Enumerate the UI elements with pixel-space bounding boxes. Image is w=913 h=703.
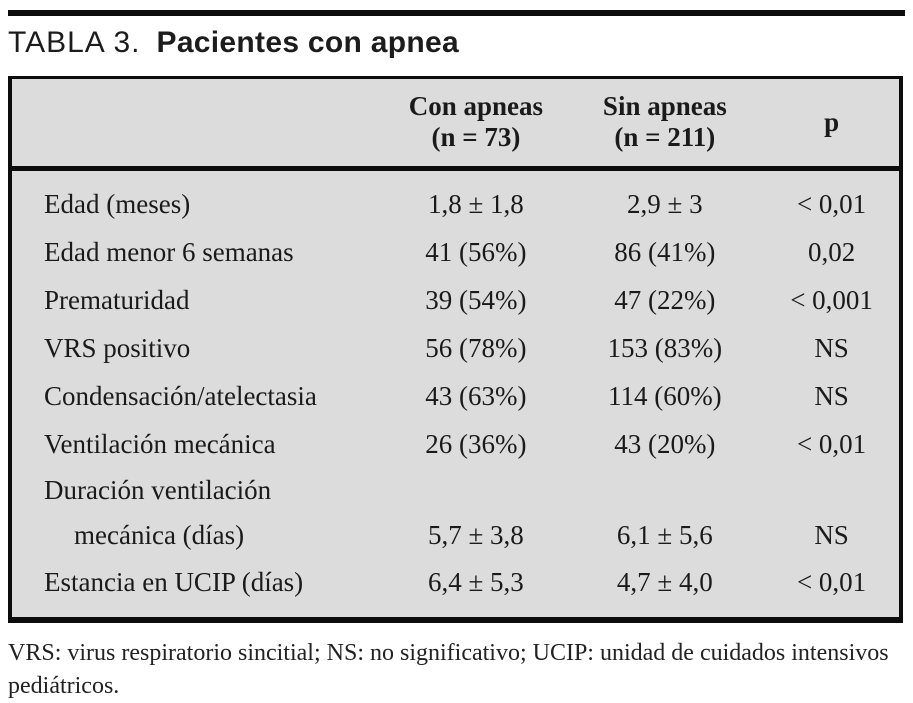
cell-p-value: NS xyxy=(814,332,849,363)
header-sin-apneas-line2: (n = 211) xyxy=(614,122,716,152)
apnea-table: Con apneas (n = 73) Sin apneas (n = 211)… xyxy=(8,76,903,623)
cell-p-value: NS xyxy=(814,380,849,411)
cell-p-value: < 0,001 xyxy=(790,284,873,315)
cell-sin-apneas: 153 (83%) xyxy=(607,332,723,363)
table-row-ventilacion: Ventilación mecánica 26 (36%) 43 (20%) <… xyxy=(12,420,899,468)
header-con-apneas: Con apneas (n = 73) xyxy=(386,91,565,153)
cell-sin-apneas: 43 (20%) xyxy=(614,428,716,459)
cell-con-apneas: 56 (78%) xyxy=(425,332,527,363)
cell-con-apneas: 6,4 ± 5,3 xyxy=(427,566,524,597)
table-number: TABLA 3. xyxy=(8,26,141,59)
cell-sin-apneas: 114 (60%) xyxy=(607,380,722,411)
cell-p-value: < 0,01 xyxy=(796,188,867,219)
header-sin-apneas-line1: Sin apneas xyxy=(602,91,727,121)
row-label: Duración ventilación mecánica (días) xyxy=(12,468,386,558)
cell-p-value: 0,02 xyxy=(807,236,856,267)
row-label: Estancia en UCIP (días) xyxy=(44,566,304,597)
row-label: Condensación/atelectasia xyxy=(44,380,317,411)
row-label: Ventilación mecánica xyxy=(44,428,276,459)
cell-p-value: < 0,01 xyxy=(796,566,867,597)
cell-con-apneas: 1,8 ± 1,8 xyxy=(427,188,524,219)
header-p-value: p xyxy=(824,106,840,137)
table-row-duracion-ventilacion: Duración ventilación mecánica (días) 5,7… xyxy=(12,468,899,558)
cell-p-value: < 0,01 xyxy=(796,428,867,459)
table-name: Pacientes con apnea xyxy=(156,26,460,59)
cell-con-apneas: 41 (56%) xyxy=(425,236,527,267)
table-body: Edad (meses) 1,8 ± 1,8 2,9 ± 3 < 0,01 Ed… xyxy=(12,171,899,617)
table-row-vrs-positivo: VRS positivo 56 (78%) 153 (83%) NS xyxy=(12,324,899,372)
header-con-apneas-line2: (n = 73) xyxy=(431,122,521,152)
cell-p-value: NS xyxy=(814,520,849,550)
row-label-line1: Duración ventilación xyxy=(44,475,272,505)
table-row-estancia-ucip: Estancia en UCIP (días) 6,4 ± 5,3 4,7 ± … xyxy=(12,558,899,606)
table-title: TABLA 3. Pacientes con apnea xyxy=(8,25,905,61)
table-footnote: VRS: virus respiratorio sincitial; NS: n… xyxy=(8,640,889,699)
header-sin-apneas: Sin apneas (n = 211) xyxy=(565,91,764,153)
row-label-line2: mecánica (días) xyxy=(74,520,245,550)
cell-sin-apneas: 4,7 ± 4,0 xyxy=(616,566,713,597)
row-label: VRS positivo xyxy=(44,332,191,363)
table-row-condensacion: Condensación/atelectasia 43 (63%) 114 (6… xyxy=(12,372,899,420)
cell-con-apneas: 39 (54%) xyxy=(425,284,527,315)
header-con-apneas-line1: Con apneas xyxy=(408,91,544,121)
table-row-edad-menor: Edad menor 6 semanas 41 (56%) 86 (41%) 0… xyxy=(12,228,899,276)
table-row-edad: Edad (meses) 1,8 ± 1,8 2,9 ± 3 < 0,01 xyxy=(12,180,899,228)
row-label: Edad menor 6 semanas xyxy=(44,236,294,267)
cell-sin-apneas: 86 (41%) xyxy=(614,236,716,267)
cell-con-apneas: 26 (36%) xyxy=(425,428,527,459)
cell-sin-apneas: 6,1 ± 5,6 xyxy=(616,520,713,550)
top-rule xyxy=(8,10,905,16)
row-label: Edad (meses) xyxy=(44,188,191,219)
table-row-prematuridad: Prematuridad 39 (54%) 47 (22%) < 0,001 xyxy=(12,276,899,324)
cell-con-apneas: 43 (63%) xyxy=(425,380,527,411)
row-label: Prematuridad xyxy=(44,284,190,315)
cell-sin-apneas: 47 (22%) xyxy=(614,284,716,315)
cell-con-apneas: 5,7 ± 3,8 xyxy=(427,520,524,550)
table-header-row: Con apneas (n = 73) Sin apneas (n = 211)… xyxy=(12,79,899,171)
cell-sin-apneas: 2,9 ± 3 xyxy=(627,188,703,219)
